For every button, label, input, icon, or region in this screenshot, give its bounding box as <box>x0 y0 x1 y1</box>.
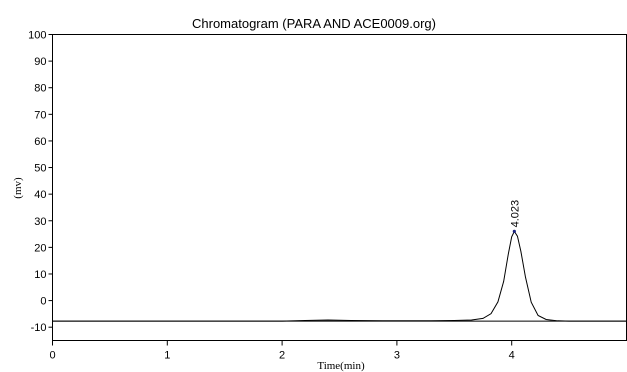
chart-title: Chromatogram (PARA AND ACE0009.org) <box>192 16 436 31</box>
plot-frame <box>52 34 627 341</box>
y-tick-label: 50 <box>34 163 46 175</box>
x-tick-label: 2 <box>279 350 285 362</box>
y-tick-label: 30 <box>34 216 46 228</box>
y-tick-label: 40 <box>34 189 46 201</box>
y-tick-label: 20 <box>34 242 46 254</box>
y-axis-label: (mv) <box>12 177 24 199</box>
peak-marker <box>512 229 516 234</box>
y-tick-label: 90 <box>34 56 46 68</box>
x-axis: 0 1 2 3 4 <box>49 340 515 362</box>
y-tick-label: 10 <box>34 269 46 281</box>
y-tick-label: 70 <box>34 109 46 121</box>
x-tick-label: 3 <box>394 350 400 362</box>
y-tick-label: -10 <box>31 322 47 334</box>
peak-label: 4.023 <box>509 200 521 228</box>
y-tick-label: 100 <box>28 30 46 42</box>
x-tick-label: 0 <box>49 350 55 362</box>
y-tick-label: 60 <box>34 136 46 148</box>
x-tick-label: 4 <box>509 350 515 362</box>
x-tick-label: 1 <box>164 350 170 362</box>
y-tick-label: 0 <box>40 296 46 308</box>
x-axis-label: Time(min) <box>317 360 365 372</box>
peak-annotations: 4.023 <box>509 200 521 234</box>
y-axis: -10 0 10 20 30 40 50 60 70 80 90 100 <box>28 30 53 334</box>
y-tick-label: 80 <box>34 83 46 95</box>
series-line <box>52 230 627 322</box>
